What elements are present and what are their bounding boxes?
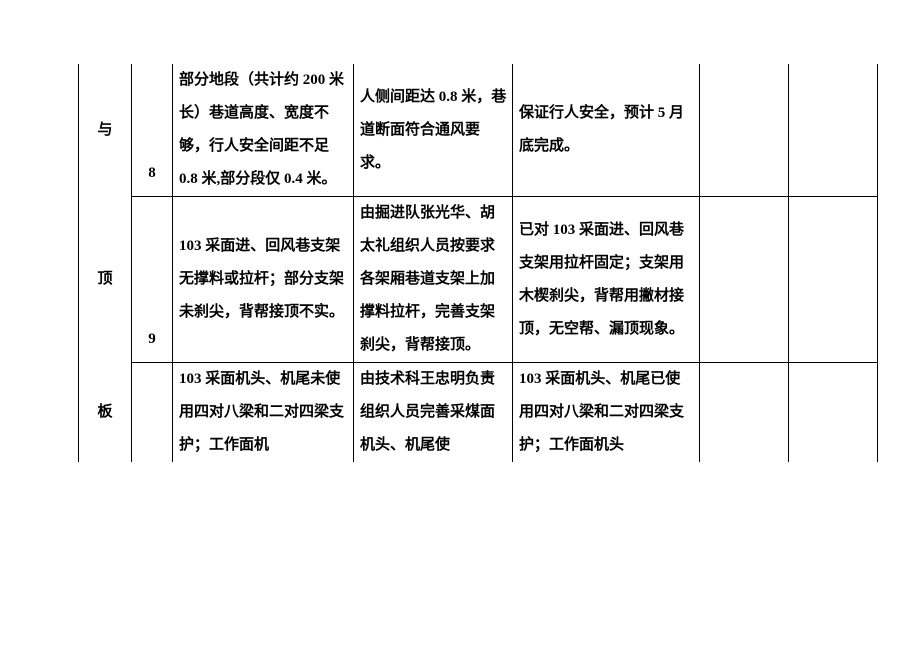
table-row: 与 8 部分地段（共计约 200 米长）巷道高度、宽度不够，行人安全间距不足 0… (79, 64, 878, 197)
category-cell: 顶 (79, 197, 132, 363)
cell-a: 103 采面机头、机尾未使用四对八梁和二对四梁支护；工作面机 (173, 363, 354, 463)
cell-b: 由掘进队张光华、胡太礼组织人员按要求各架厢巷道支架上加撑料拉杆，完善支架刹尖，背… (354, 197, 513, 363)
category-char: 顶 (79, 263, 131, 296)
cell-a: 103 采面进、回风巷支架无撑料或拉杆；部分支架未刹尖，背帮接顶不实。 (173, 197, 354, 363)
table-row: 顶 9 103 采面进、回风巷支架无撑料或拉杆；部分支架未刹尖，背帮接顶不实。 … (79, 197, 878, 363)
cell-e (789, 64, 878, 197)
category-cell: 与 (79, 64, 132, 197)
category-char: 与 (79, 114, 131, 147)
row-number (132, 363, 173, 463)
cell-e (789, 197, 878, 363)
table-row: 板 103 采面机头、机尾未使用四对八梁和二对四梁支护；工作面机 由技术科王忠明… (79, 363, 878, 463)
cell-a: 部分地段（共计约 200 米长）巷道高度、宽度不够，行人安全间距不足 0.8 米… (173, 64, 354, 197)
category-cell: 板 (79, 363, 132, 463)
page: 与 8 部分地段（共计约 200 米长）巷道高度、宽度不够，行人安全间距不足 0… (0, 0, 920, 651)
cell-e (789, 363, 878, 463)
data-table: 与 8 部分地段（共计约 200 米长）巷道高度、宽度不够，行人安全间距不足 0… (78, 64, 878, 462)
cell-b: 人侧间距达 0.8 米，巷道断面符合通风要求。 (354, 64, 513, 197)
row-number: 8 (132, 64, 173, 197)
cell-c: 保证行人安全，预计 5 月底完成。 (513, 64, 700, 197)
cell-b: 由技术科王忠明负责组织人员完善采煤面机头、机尾使 (354, 363, 513, 463)
cell-d (700, 197, 789, 363)
cell-c: 103 采面机头、机尾已使用四对八梁和二对四梁支护；工作面机头 (513, 363, 700, 463)
row-number: 9 (132, 197, 173, 363)
cell-d (700, 363, 789, 463)
cell-c: 已对 103 采面进、回风巷支架用拉杆固定；支架用木楔刹尖，背帮用撇材接顶，无空… (513, 197, 700, 363)
cell-d (700, 64, 789, 197)
category-char: 板 (79, 396, 131, 429)
